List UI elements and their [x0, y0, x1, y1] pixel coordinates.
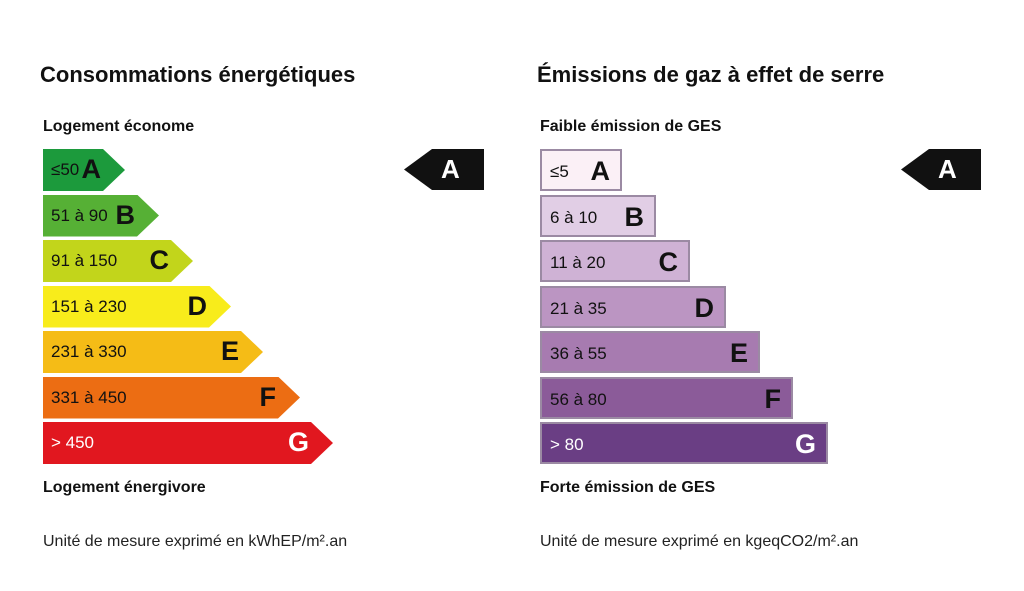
energy-class-e: 231 à 330 E — [43, 331, 263, 373]
energy-label-panel: Consommations énergétiques Logement écon… — [40, 62, 484, 550]
ges-class-a: ≤5 A — [540, 149, 622, 191]
energy-class-letter: B — [115, 199, 135, 230]
ges-rating-indicator: A — [901, 149, 981, 190]
energy-class-range: ≤50 — [51, 160, 80, 179]
ges-class-letter: E — [729, 338, 748, 368]
energy-class-letter: A — [81, 154, 101, 184]
ges-class-f: 56 à 80 F — [540, 376, 793, 419]
energy-class-f: 331 à 450 F — [43, 377, 300, 419]
energy-class-letter: D — [187, 290, 207, 321]
energy-class-range: 151 à 230 — [51, 296, 127, 316]
ges-class-d: 21 à 35 D — [540, 285, 726, 328]
energy-class-letter: G — [287, 427, 309, 457]
ges-class-range: 36 à 55 — [550, 344, 607, 363]
ges-class-range: 6 à 10 — [550, 207, 598, 227]
ges-class-letter: C — [658, 247, 679, 277]
energy-class-letter: F — [259, 381, 276, 412]
energy-title: Consommations énergétiques — [40, 62, 356, 87]
energy-class-range: 331 à 450 — [51, 387, 127, 407]
energy-rating-indicator: A — [404, 149, 484, 190]
energy-class-range: 231 à 330 — [51, 342, 127, 361]
energy-class-range: 51 à 90 — [51, 205, 108, 225]
ges-class-range: > 80 — [550, 435, 584, 454]
ges-class-range: ≤5 — [550, 162, 569, 181]
energy-class-a: ≤50 A — [43, 149, 125, 191]
ges-class-e: 36 à 55 E — [540, 331, 760, 373]
ges-class-range: 56 à 80 — [550, 389, 607, 409]
ges-top-label: Faible émission de GES — [540, 118, 722, 135]
ges-class-letter: G — [794, 429, 816, 459]
energy-class-range: > 450 — [51, 433, 95, 452]
ges-unit: Unité de mesure exprimé en kgeqCO2/m².an — [540, 533, 859, 550]
energy-class-d: 151 à 230 D — [43, 286, 231, 328]
ges-class-g: > 80 G — [540, 422, 828, 464]
ges-class-letter: A — [590, 156, 611, 186]
ges-class-range: 21 à 35 — [550, 298, 607, 318]
energy-top-label: Logement économe — [43, 118, 195, 135]
ges-title: Émissions de gaz à effet de serre — [537, 62, 885, 87]
energy-bottom-label: Logement énergivore — [43, 479, 206, 496]
ges-class-b: 6 à 10 B — [540, 194, 656, 237]
energy-class-letter: C — [149, 245, 169, 275]
ges-class-range: 11 à 20 — [550, 253, 606, 272]
energy-class-c: 91 à 150 C — [43, 240, 193, 282]
ges-rating-letter: A — [938, 154, 957, 184]
energy-class-range: 91 à 150 — [51, 251, 118, 270]
energy-rating-letter: A — [441, 154, 460, 184]
energy-unit: Unité de mesure exprimé en kWhEP/m².an — [43, 533, 348, 550]
ges-bottom-label: Forte émission de GES — [540, 479, 716, 496]
ges-class-letter: B — [624, 201, 645, 232]
ges-class-letter: D — [694, 292, 715, 323]
energy-class-letter: E — [220, 336, 239, 366]
energy-class-b: 51 à 90 B — [43, 195, 159, 237]
ges-class-letter: F — [764, 383, 782, 414]
ges-label-panel: Émissions de gaz à effet de serre Faible… — [497, 0, 1024, 591]
ges-class-c: 11 à 20 C — [540, 240, 690, 282]
energy-class-g: > 450 G — [43, 422, 333, 464]
